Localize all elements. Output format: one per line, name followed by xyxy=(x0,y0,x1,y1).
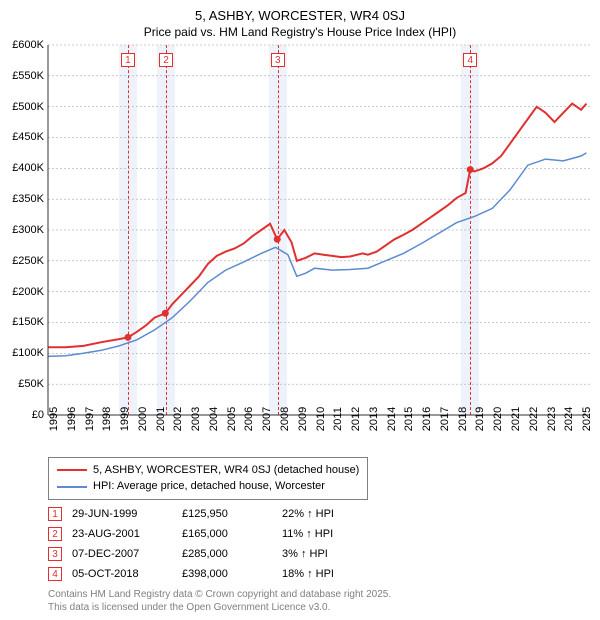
x-tick-label: 2014 xyxy=(386,407,398,431)
event-price: £398,000 xyxy=(182,564,282,584)
event-number-box: 3 xyxy=(48,547,62,561)
x-axis-labels: 1995199619971998199920002001200220032004… xyxy=(48,415,590,453)
legend-item: HPI: Average price, detached house, Worc… xyxy=(57,478,359,495)
x-tick-label: 2001 xyxy=(155,407,167,431)
series-marker xyxy=(274,236,281,243)
x-tick-label: 2010 xyxy=(315,407,327,431)
x-tick-label: 2012 xyxy=(350,407,362,431)
price-chart: 1234£0£50K£100K£150K£200K£250K£300K£350K… xyxy=(48,45,590,415)
x-tick-label: 1995 xyxy=(48,407,60,431)
chart-title: 5, ASHBY, WORCESTER, WR4 0SJ xyxy=(0,0,600,25)
y-tick-label: £350K xyxy=(12,193,44,205)
event-row: 1 29-JUN-1999£125,95022% ↑ HPI xyxy=(48,504,344,524)
x-tick-label: 1996 xyxy=(66,407,78,431)
event-row: 3 07-DEC-2007£285,0003% ↑ HPI xyxy=(48,544,344,564)
x-tick-label: 2008 xyxy=(279,407,291,431)
x-tick-label: 2018 xyxy=(457,407,469,431)
y-tick-label: £200K xyxy=(12,286,44,298)
event-row: 2 23-AUG-2001£165,00011% ↑ HPI xyxy=(48,524,344,544)
x-tick-label: 2003 xyxy=(190,407,202,431)
x-tick-label: 2000 xyxy=(137,407,149,431)
x-tick-label: 2022 xyxy=(528,407,540,431)
legend-swatch xyxy=(57,486,87,488)
series-marker xyxy=(467,166,474,173)
event-price: £125,950 xyxy=(182,504,282,524)
legend-swatch xyxy=(57,469,87,471)
x-tick-label: 2004 xyxy=(208,407,220,431)
event-row: 4 05-OCT-2018£398,00018% ↑ HPI xyxy=(48,564,344,584)
x-tick-label: 2020 xyxy=(492,407,504,431)
y-tick-label: £150K xyxy=(12,316,44,328)
x-tick-label: 2021 xyxy=(510,407,522,431)
x-tick-label: 1999 xyxy=(119,407,131,431)
series-marker xyxy=(124,334,131,341)
event-price: £165,000 xyxy=(182,524,282,544)
x-tick-label: 1998 xyxy=(101,407,113,431)
x-tick-label: 2017 xyxy=(439,407,451,431)
x-tick-label: 2016 xyxy=(421,407,433,431)
series-line xyxy=(48,103,586,347)
x-tick-label: 2019 xyxy=(474,407,486,431)
y-tick-label: £300K xyxy=(12,224,44,236)
chart-subtitle: Price paid vs. HM Land Registry's House … xyxy=(0,25,600,45)
event-number-box: 4 xyxy=(48,567,62,581)
y-tick-label: £500K xyxy=(12,101,44,113)
footer-attribution: Contains HM Land Registry data © Crown c… xyxy=(48,588,590,614)
y-tick-label: £50K xyxy=(18,378,44,390)
x-tick-label: 2013 xyxy=(368,407,380,431)
x-tick-label: 2009 xyxy=(297,407,309,431)
event-number-box: 2 xyxy=(48,527,62,541)
x-tick-label: 2007 xyxy=(261,407,273,431)
footer-line: This data is licensed under the Open Gov… xyxy=(48,601,590,614)
x-tick-label: 1997 xyxy=(84,407,96,431)
event-diff: 11% ↑ HPI xyxy=(282,524,344,544)
y-tick-label: £0 xyxy=(32,409,44,421)
x-tick-label: 2015 xyxy=(403,407,415,431)
x-tick-label: 2006 xyxy=(243,407,255,431)
x-tick-label: 2002 xyxy=(172,407,184,431)
event-date: 29-JUN-1999 xyxy=(72,504,182,524)
series-marker xyxy=(162,310,169,317)
event-number-box: 1 xyxy=(48,507,62,521)
x-tick-label: 2023 xyxy=(546,407,558,431)
legend-item: 5, ASHBY, WORCESTER, WR4 0SJ (detached h… xyxy=(57,462,359,479)
x-tick-label: 2005 xyxy=(226,407,238,431)
y-tick-label: £600K xyxy=(12,39,44,51)
event-date: 05-OCT-2018 xyxy=(72,564,182,584)
event-date: 23-AUG-2001 xyxy=(72,524,182,544)
y-tick-label: £100K xyxy=(12,347,44,359)
event-diff: 3% ↑ HPI xyxy=(282,544,344,564)
event-diff: 22% ↑ HPI xyxy=(282,504,344,524)
y-tick-label: £450K xyxy=(12,131,44,143)
x-tick-label: 2025 xyxy=(581,407,593,431)
chart-legend: 5, ASHBY, WORCESTER, WR4 0SJ (detached h… xyxy=(48,457,368,500)
y-tick-label: £550K xyxy=(12,70,44,82)
event-date: 07-DEC-2007 xyxy=(72,544,182,564)
legend-label: 5, ASHBY, WORCESTER, WR4 0SJ (detached h… xyxy=(93,462,359,479)
y-tick-label: £400K xyxy=(12,162,44,174)
events-table: 1 29-JUN-1999£125,95022% ↑ HPI 2 23-AUG-200… xyxy=(48,504,590,584)
event-diff: 18% ↑ HPI xyxy=(282,564,344,584)
footer-line: Contains HM Land Registry data © Crown c… xyxy=(48,588,590,601)
event-price: £285,000 xyxy=(182,544,282,564)
x-tick-label: 2011 xyxy=(332,407,344,431)
legend-label: HPI: Average price, detached house, Worc… xyxy=(93,478,325,495)
y-tick-label: £250K xyxy=(12,255,44,267)
x-tick-label: 2024 xyxy=(563,407,575,431)
